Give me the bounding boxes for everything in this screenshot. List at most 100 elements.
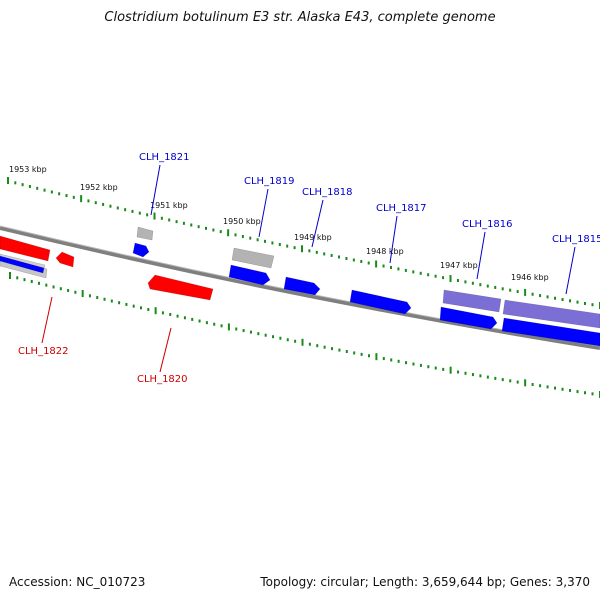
gene-label: CLH_1821: [139, 152, 190, 163]
minor-tick: [286, 338, 289, 342]
major-tick: [227, 229, 230, 237]
gene-label: CLH_1820: [137, 374, 188, 385]
minor-tick: [169, 313, 172, 317]
minor-tick: [434, 274, 437, 278]
minor-tick: [256, 238, 259, 242]
minor-tick: [59, 287, 62, 291]
minor-tick: [516, 290, 519, 294]
minor-tick: [67, 289, 70, 293]
minor-tick: [294, 339, 297, 343]
minor-tick: [124, 208, 127, 212]
major-tick: [449, 366, 452, 374]
minor-tick: [471, 373, 474, 377]
minor-tick: [23, 278, 26, 282]
minor-tick: [569, 388, 572, 392]
minor-tick: [87, 199, 90, 203]
minor-tick: [516, 380, 519, 384]
scale-label: 1946 kbp: [511, 273, 549, 282]
gene-block-pseudo: [231, 247, 275, 269]
major-tick: [524, 379, 527, 387]
inner-tick-ring: [9, 272, 600, 398]
minor-tick: [353, 351, 356, 355]
minor-tick: [125, 302, 128, 306]
minor-tick: [419, 271, 422, 275]
minor-tick: [471, 281, 474, 285]
minor-tick: [561, 298, 564, 302]
minor-tick: [308, 249, 311, 253]
minor-tick: [419, 363, 422, 367]
minor-tick: [323, 345, 326, 349]
minor-tick: [397, 359, 400, 363]
minor-tick: [584, 391, 587, 395]
minor-tick: [52, 285, 55, 289]
minor-tick: [160, 216, 163, 220]
major-tick: [154, 307, 157, 315]
accession-text: Accession: NC_010723: [9, 575, 146, 589]
major-tick: [375, 260, 378, 268]
minor-tick: [168, 218, 171, 222]
minor-tick: [58, 192, 61, 196]
minor-tick: [397, 267, 400, 271]
minor-tick: [175, 220, 178, 224]
minor-tick: [584, 301, 587, 305]
minor-tick: [45, 283, 48, 287]
minor-tick: [546, 295, 549, 299]
minor-tick: [501, 378, 504, 382]
gene-leader-line: [311, 199, 324, 248]
major-tick: [301, 338, 304, 346]
minor-tick: [212, 228, 215, 232]
minor-tick: [338, 255, 341, 259]
gene-arrow-reverse: [0, 235, 51, 262]
minor-tick: [382, 357, 385, 361]
major-tick: [375, 353, 378, 361]
minor-tick: [191, 317, 194, 321]
minor-tick: [412, 270, 415, 274]
minor-tick: [271, 241, 274, 245]
minor-tick: [546, 385, 549, 389]
minor-tick: [331, 347, 334, 351]
minor-tick: [74, 290, 77, 294]
gene-leader-line: [150, 164, 161, 216]
scale-label: 1950 kbp: [223, 217, 261, 226]
gene-arrow-forward: [228, 264, 271, 286]
minor-tick: [72, 195, 75, 199]
minor-tick: [103, 297, 106, 301]
minor-tick: [235, 327, 238, 331]
minor-tick: [501, 287, 504, 291]
major-tick: [81, 290, 84, 298]
minor-tick: [531, 383, 534, 387]
minor-tick: [434, 366, 437, 370]
gene-block-rna: [502, 299, 600, 329]
minor-tick: [131, 209, 134, 213]
scale-label: 1951 kbp: [150, 201, 188, 210]
minor-tick: [21, 183, 24, 187]
gene-leader-line: [389, 215, 398, 264]
minor-tick: [197, 225, 200, 229]
minor-tick: [330, 253, 333, 257]
minor-tick: [43, 188, 46, 192]
minor-tick: [234, 233, 237, 237]
minor-tick: [457, 370, 460, 374]
minor-tick: [323, 252, 326, 256]
minor-tick: [412, 362, 415, 366]
gene-leader-line: [565, 246, 576, 295]
major-tick: [524, 288, 527, 296]
backbone-line: [0, 226, 600, 350]
minor-tick: [576, 390, 579, 394]
minor-tick: [102, 202, 105, 206]
gene-arrow-forward: [283, 276, 321, 296]
minor-tick: [241, 235, 244, 239]
minor-tick: [316, 344, 319, 348]
minor-tick: [427, 273, 430, 277]
gene-leader-line: [159, 327, 172, 373]
minor-tick: [140, 306, 143, 310]
minor-tick: [338, 348, 341, 352]
gene-label: CLH_1817: [376, 203, 427, 214]
major-tick: [80, 195, 83, 203]
minor-tick: [561, 387, 564, 391]
gene-leader-line: [476, 231, 486, 280]
genome-summary-text: Topology: circular; Length: 3,659,644 bp…: [260, 575, 590, 589]
minor-tick: [219, 230, 222, 234]
